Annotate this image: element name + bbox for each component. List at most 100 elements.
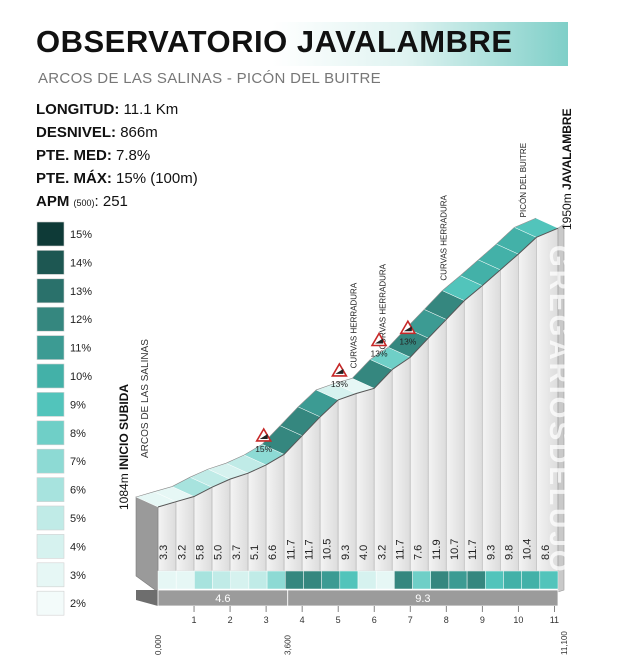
- legend-label: 11%: [70, 343, 91, 355]
- max-gradient-label: 15%: [255, 444, 272, 454]
- distance-marker-label: 0,000: [154, 634, 163, 655]
- segment-gradient-label: 11.7: [304, 539, 316, 560]
- legend-swatch: [36, 590, 65, 616]
- segment-gradient-label: 3.2: [376, 545, 388, 560]
- legend-swatch: [36, 562, 65, 588]
- stat-pte-med: PTE. MED: 7.8%: [36, 147, 151, 164]
- stat-apm: APM (500): 251: [36, 193, 128, 210]
- max-gradient-label: 13%: [331, 379, 348, 389]
- gradient-strip-cell: [521, 570, 541, 590]
- gradient-strip-cell: [285, 570, 304, 590]
- legend-label: 2%: [70, 598, 86, 610]
- legend-swatch: [36, 363, 65, 389]
- legend-swatch: [36, 534, 65, 559]
- km-tick-label: 5: [336, 615, 341, 625]
- gradient-strip-cell: [466, 570, 486, 590]
- page-title: OBSERVATORIO JAVALAMBRE: [36, 24, 513, 59]
- segment-gradient-label: 3.7: [231, 545, 243, 560]
- profile-wall: [445, 299, 465, 572]
- slope-icon: [259, 433, 268, 439]
- slope-icon: [375, 338, 384, 344]
- gradient-strip-cell: [485, 570, 504, 590]
- segment-gradient-label: 11.7: [467, 539, 479, 560]
- gradient-strip-cell: [375, 570, 395, 590]
- gradient-strip-cell: [539, 570, 559, 590]
- km-tick-label: 6: [372, 615, 377, 625]
- profile-wall: [481, 269, 501, 572]
- stat-pte-max: PTE. MÁX: 15% (100m): [36, 170, 198, 187]
- gradient-strip-cell: [448, 570, 468, 590]
- legend-label: 7%: [70, 456, 86, 468]
- km-tick-label: 11: [550, 615, 559, 625]
- legend-swatch: [36, 306, 65, 332]
- legend-swatch: [36, 505, 65, 531]
- profile-side-face: [135, 496, 159, 593]
- section-bar-side: [136, 590, 158, 606]
- start-place-label: ARCOS DE LAS SALINAS: [140, 339, 151, 458]
- annotation-label: CURVAS HERRADURA: [350, 282, 359, 368]
- gradient-strip-cell: [230, 570, 250, 590]
- legend-label: 3%: [70, 570, 86, 582]
- gradient-strip-cell: [394, 570, 413, 590]
- segment-gradient-label: 5.0: [213, 545, 225, 560]
- legend-label: 8%: [70, 428, 86, 440]
- gradient-strip-cell: [321, 570, 341, 590]
- stat-longitud: LONGITUD: 11.1 Km: [36, 101, 179, 118]
- segment-gradient-label: 3.3: [158, 545, 170, 560]
- legend-label: 9%: [70, 399, 86, 411]
- legend-swatch: [36, 278, 65, 304]
- profile-wall: [518, 236, 537, 572]
- slope-icon: [335, 368, 344, 374]
- distance-marker-label: 3,600: [284, 634, 293, 655]
- title-band: [30, 22, 568, 66]
- segment-gradient-label: 11.9: [431, 539, 443, 560]
- max-gradient-label: 13%: [399, 336, 416, 346]
- end-altitude-label: 1950m JAVALAMBRE: [560, 108, 574, 230]
- section-average-label: 4.6: [215, 593, 230, 605]
- profile-wall: [391, 356, 411, 572]
- page-subtitle: ARCOS DE LAS SALINAS - PICÓN DEL BUITRE: [38, 70, 381, 87]
- gradient-strip-cell: [339, 570, 359, 590]
- profile-wall: [463, 284, 483, 572]
- gradient-strip-cell: [157, 570, 177, 590]
- segment-gradient-label: 10.7: [449, 539, 461, 560]
- km-tick-label: 4: [300, 615, 305, 625]
- gradient-strip-cell: [266, 570, 286, 590]
- gradient-strip-cell: [248, 570, 268, 590]
- annotation-label: CURVAS HERRADURA: [440, 194, 449, 280]
- gradient-strip-cell: [357, 570, 377, 590]
- segment-gradient-label: 10.4: [522, 539, 534, 560]
- legend-swatch: [36, 335, 65, 360]
- legend-swatch: [36, 477, 65, 502]
- gradient-strip-cell: [212, 570, 231, 590]
- km-tick-label: 10: [513, 615, 523, 625]
- gradient-strip-cell: [503, 570, 522, 590]
- segment-gradient-label: 8.6: [540, 545, 552, 560]
- segment-gradient-label: 7.6: [413, 545, 425, 560]
- legend-label: 4%: [70, 541, 86, 553]
- segment-gradient-label: 5.1: [249, 545, 261, 560]
- km-tick-label: 3: [264, 615, 269, 625]
- segment-gradient-label: 11.7: [285, 539, 297, 560]
- km-tick-label: 7: [408, 615, 413, 625]
- segment-gradient-label: 11.7: [394, 539, 406, 560]
- gradient-strip-cell: [303, 570, 322, 590]
- warning-triangle-icon: [330, 362, 348, 377]
- legend-swatch: [36, 221, 65, 247]
- start-altitude-label: 1084m INICIO SUBIDA: [117, 384, 131, 510]
- segment-gradient-label: 3.2: [176, 545, 188, 560]
- profile-wall: [373, 368, 393, 572]
- segment-gradient-label: 9.3: [485, 545, 497, 560]
- km-tick-label: 9: [480, 615, 485, 625]
- warning-triangle-icon: [255, 427, 273, 442]
- profile-wall: [409, 337, 429, 572]
- gradient-strip-cell: [175, 570, 195, 590]
- legend-label: 14%: [70, 257, 92, 269]
- max-gradient-label: 13%: [371, 349, 388, 359]
- profile-wall: [499, 253, 519, 572]
- segment-gradient-label: 4.0: [358, 545, 370, 560]
- slope-icon: [403, 326, 412, 332]
- profile-back-outline: [135, 217, 537, 498]
- legend-label: 6%: [70, 485, 86, 497]
